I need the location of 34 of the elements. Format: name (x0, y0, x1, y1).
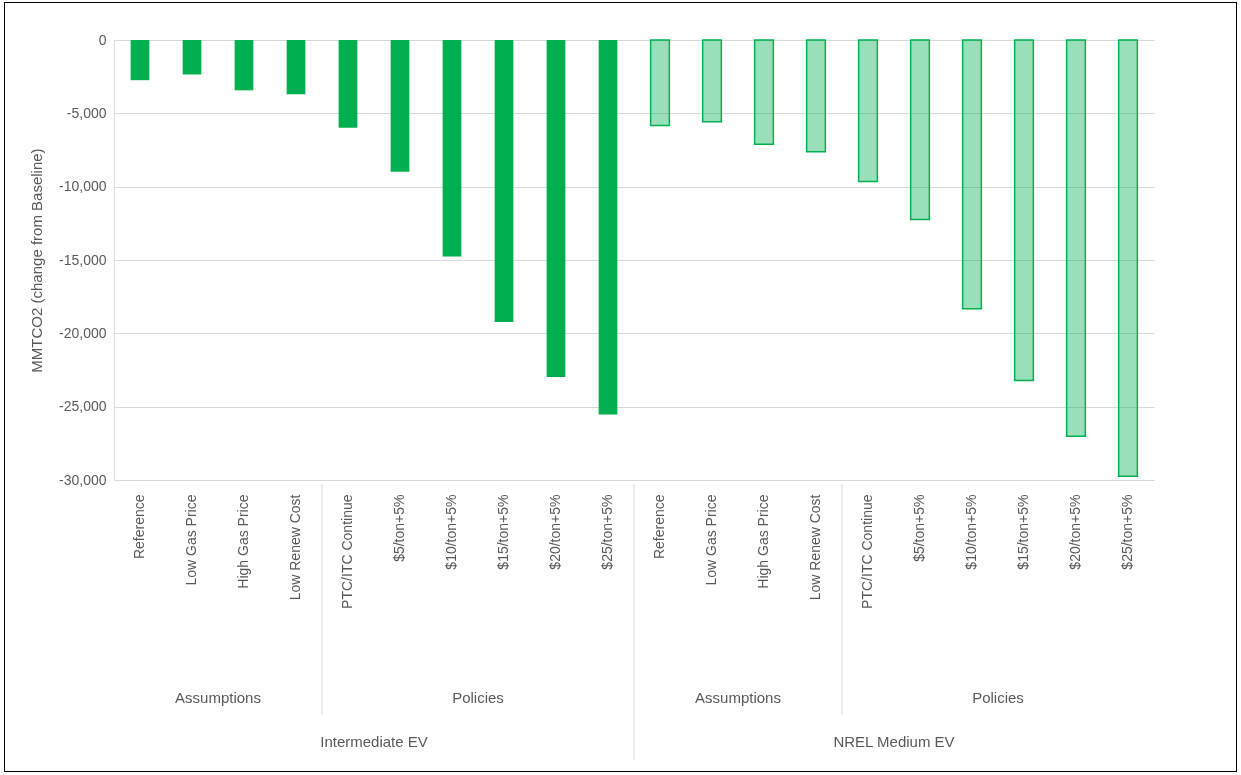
text: NREL Medium EV (833, 733, 955, 750)
y-tick-label: -25,000 (59, 398, 107, 415)
text: Assumptions (695, 689, 781, 706)
x-tick-label: PTC/ITC Continue (339, 494, 355, 609)
x-tick-label: $15/ton+5% (495, 494, 511, 570)
x-tick-label: Low Gas Price (183, 494, 199, 586)
x-tick-label: Low Renew Cost (807, 494, 823, 601)
x-tick-label: Low Gas Price (703, 494, 719, 586)
text: Policies (972, 689, 1024, 706)
text: Policies (452, 689, 504, 706)
x-tick-label: $25/ton+5% (1119, 494, 1135, 570)
x-tick-label: Reference (651, 494, 667, 560)
y-tick-label: -15,000 (59, 251, 107, 268)
y-axis-title: MMTCO2 (change from Baseline) (28, 148, 46, 373)
x-tick-label: $10/ton+5% (963, 494, 979, 570)
x-tick-label: $5/ton+5% (391, 494, 407, 562)
y-tick-label: -20,000 (59, 324, 107, 341)
x-tick-label: $5/ton+5% (911, 494, 927, 562)
x-tick-label: $20/ton+5% (547, 494, 563, 570)
y-tick-label: -5,000 (66, 104, 107, 121)
x-tick-label: $15/ton+5% (1015, 494, 1031, 570)
text: Intermediate EV (320, 733, 428, 750)
y-tick-label: -30,000 (59, 471, 107, 488)
x-tick-label: Low Renew Cost (287, 494, 303, 601)
x-tick-label: High Gas Price (235, 494, 251, 589)
text: Assumptions (175, 689, 261, 706)
x-tick-label: PTC/ITC Continue (859, 494, 875, 609)
x-tick-label: $20/ton+5% (1067, 494, 1083, 570)
x-tick-label: $10/ton+5% (443, 494, 459, 570)
y-tick-label: -10,000 (59, 178, 107, 195)
x-tick-label: $25/ton+5% (599, 494, 615, 570)
x-tick-label: Reference (131, 494, 147, 560)
x-tick-label: High Gas Price (755, 494, 771, 589)
y-tick-label: 0 (98, 31, 107, 48)
